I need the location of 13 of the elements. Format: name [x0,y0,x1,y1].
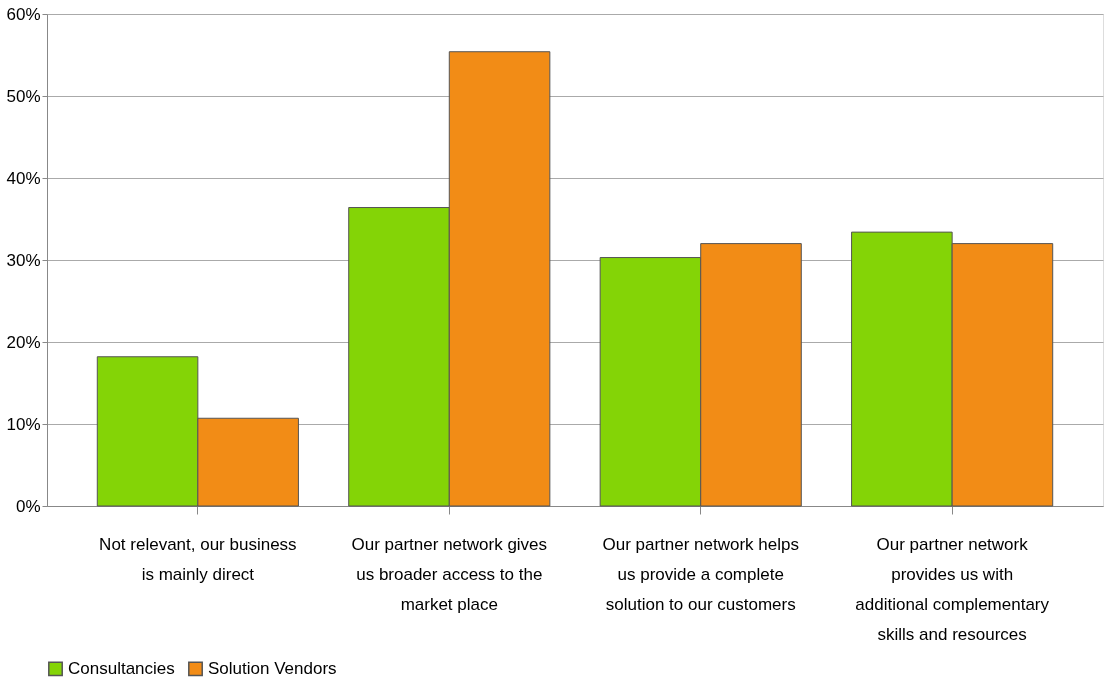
y-tick-label: 10% [6,414,41,434]
y-tick-label: 0% [15,496,41,516]
y-tick-label: 50% [6,86,41,106]
legend-label: Consultancies [68,658,175,678]
y-tick-label: 30% [6,250,41,270]
x-tick-label: Our partner network provides us with additional complementary skills and resources [855,534,1050,644]
x-tick-label: Our partner network helps us provide a complete solution to our customers [602,534,799,614]
y-tick-label: 20% [6,332,41,352]
legend-label: Solution Vendors [208,658,337,678]
x-tick-label: Our partner network gives us broader access to the market place [351,534,548,614]
x-tick-label: Not relevant, our business is mainly direct [99,534,297,584]
y-tick-label: 60% [6,4,41,24]
y-tick-label: 40% [6,168,41,188]
